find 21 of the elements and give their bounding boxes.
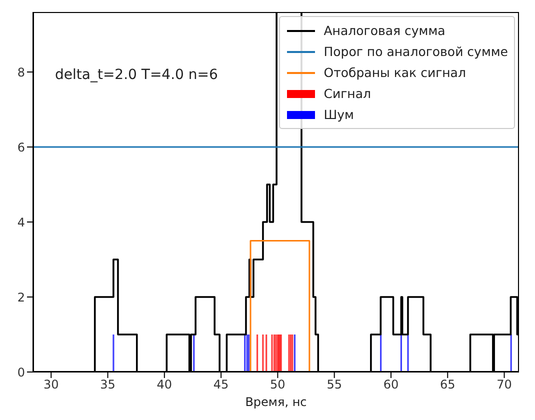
x-tick-label: 55 xyxy=(326,378,342,392)
x-tick-label: 35 xyxy=(100,378,116,392)
legend-label: Отобраны как сигнал xyxy=(324,65,466,80)
legend-label: Сигнал xyxy=(324,86,371,101)
legend-label: Порог по аналоговой сумме xyxy=(324,44,508,59)
y-tick-label: 6 xyxy=(17,140,25,154)
y-tick-label: 4 xyxy=(17,215,25,230)
y-tick-label: 0 xyxy=(17,365,25,380)
x-tick-label: 70 xyxy=(496,378,512,392)
y-tick-label: 8 xyxy=(17,65,25,80)
x-tick-label: 50 xyxy=(270,378,286,392)
annotation: delta_t=2.0 T=4.0 n=6 xyxy=(55,67,218,83)
legend-label: Аналоговая сумма xyxy=(324,23,446,38)
y-tick-label: 2 xyxy=(17,290,25,304)
x-axis-title: Время, нс xyxy=(245,395,307,409)
x-tick-label: 30 xyxy=(43,378,59,392)
x-tick-label: 40 xyxy=(156,378,172,392)
x-tick-label: 45 xyxy=(213,378,229,392)
legend-label: Шум xyxy=(324,107,354,122)
x-tick-label: 60 xyxy=(383,378,399,392)
x-tick-label: 65 xyxy=(440,378,456,392)
